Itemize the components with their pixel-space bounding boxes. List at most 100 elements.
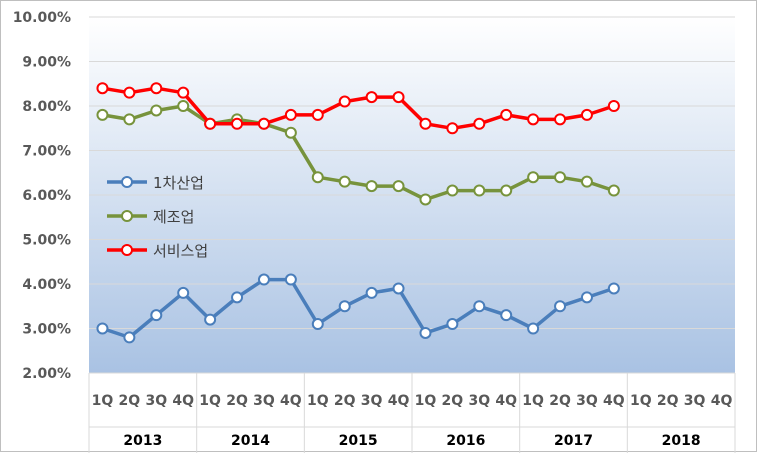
data-point — [527, 171, 540, 184]
data-point — [231, 291, 244, 304]
legend-label: 서비스업 — [153, 242, 208, 260]
data-point — [311, 108, 324, 121]
x-tick-label: 3Q — [576, 393, 598, 409]
data-point — [500, 309, 513, 322]
data-point — [284, 108, 297, 121]
data-point — [446, 122, 459, 135]
data-point — [500, 108, 513, 121]
x-tick-label: 1Q — [522, 393, 544, 409]
x-tick-label: 4Q — [603, 393, 625, 409]
x-tick-label: 2Q — [334, 393, 356, 409]
x-tick-label: 4Q — [388, 393, 410, 409]
data-point — [338, 300, 351, 313]
data-point — [473, 117, 486, 130]
legend-item: 제조업 — [107, 208, 194, 226]
x-year-label: 2016 — [446, 433, 485, 449]
data-point — [554, 171, 567, 184]
legend-label: 1차산업 — [153, 174, 204, 192]
legend-label: 제조업 — [153, 208, 194, 226]
x-year-label: 2014 — [231, 433, 270, 449]
y-tick-label: 5.00% — [22, 233, 71, 249]
data-point — [473, 184, 486, 197]
data-point — [446, 318, 459, 331]
data-point — [338, 175, 351, 188]
y-tick-label: 3.00% — [22, 322, 71, 338]
data-point — [580, 175, 593, 188]
data-point — [473, 300, 486, 313]
data-point — [580, 291, 593, 304]
data-point — [150, 309, 163, 322]
data-point — [96, 108, 109, 121]
data-point — [177, 100, 190, 112]
x-tick-label: 1Q — [199, 393, 221, 409]
x-tick-label: 1Q — [307, 393, 329, 409]
x-tick-label: 4Q — [495, 393, 517, 409]
legend-item: 1차산업 — [107, 174, 204, 192]
y-tick-label: 2.00% — [22, 366, 71, 382]
data-point — [231, 117, 244, 130]
x-tick-label: 4Q — [280, 393, 302, 409]
data-point — [392, 180, 405, 193]
data-point — [607, 282, 620, 295]
x-tick-label: 3Q — [253, 393, 275, 409]
data-point — [365, 286, 378, 299]
x-tick-label: 4Q — [172, 393, 194, 409]
data-point — [123, 86, 136, 99]
series-lines — [96, 82, 620, 344]
data-point — [419, 117, 432, 130]
data-point — [284, 273, 297, 286]
data-point — [607, 100, 620, 112]
data-point — [204, 117, 217, 130]
data-point — [257, 117, 270, 130]
data-point — [554, 113, 567, 126]
x-year-label: 2018 — [662, 433, 701, 449]
data-point — [365, 91, 378, 104]
x-year-label: 2013 — [123, 433, 162, 449]
data-point — [177, 286, 190, 299]
x-tick-label: 3Q — [684, 393, 706, 409]
data-point — [123, 331, 136, 344]
legend-marker — [121, 244, 133, 256]
data-point — [96, 322, 109, 335]
series-1 — [96, 100, 620, 206]
y-tick-label: 4.00% — [22, 277, 71, 293]
data-point — [527, 322, 540, 335]
series-0 — [96, 273, 620, 344]
x-tick-label: 2Q — [119, 393, 141, 409]
data-point — [392, 91, 405, 104]
data-point — [365, 180, 378, 193]
data-point — [311, 171, 324, 184]
data-point — [96, 82, 109, 95]
y-axis-ticks: 2.00% 3.00% 4.00% 5.00% 6.00% 7.00% 8.00% 9.00%… — [13, 10, 71, 382]
y-tick-label: 8.00% — [22, 99, 71, 115]
data-point — [257, 273, 270, 286]
x-tick-label: 3Q — [145, 393, 167, 409]
series-2 — [96, 82, 620, 135]
data-point — [284, 126, 297, 139]
x-tick-label: 1Q — [92, 393, 114, 409]
data-point — [392, 282, 405, 295]
y-tick-label: 6.00% — [22, 188, 71, 204]
x-tick-label: 3Q — [468, 393, 490, 409]
y-tick-label: 7.00% — [22, 144, 71, 160]
data-point — [419, 193, 432, 206]
x-axis: 1Q 2Q 3Q 4Q 1Q 2Q 3Q 4Q 1Q 2Q 3Q 4Q 1Q 2Q 3Q 4Q 1Q 2Q 3Q 4Q… — [88, 373, 736, 453]
x-tick-label: 4Q — [711, 393, 733, 409]
data-point — [527, 113, 540, 126]
data-point — [338, 95, 351, 108]
data-point — [177, 86, 190, 99]
x-year-label: 2017 — [554, 433, 593, 449]
data-point — [554, 300, 567, 313]
data-point — [204, 313, 217, 326]
data-point — [446, 184, 459, 197]
data-point — [607, 184, 620, 197]
x-tick-label: 1Q — [415, 393, 437, 409]
data-point — [123, 113, 136, 126]
data-point — [150, 104, 163, 117]
legend-item: 서비스업 — [107, 242, 208, 260]
legend-marker — [121, 176, 133, 188]
x-tick-label: 2Q — [657, 393, 679, 409]
